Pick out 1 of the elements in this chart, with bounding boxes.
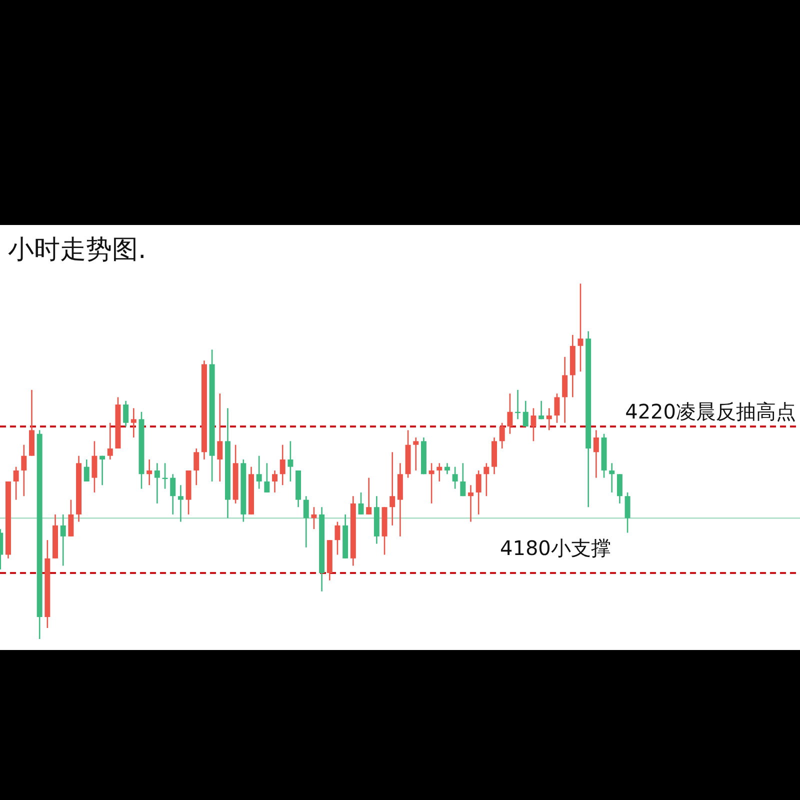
title: 小时走势图. xyxy=(8,235,146,265)
